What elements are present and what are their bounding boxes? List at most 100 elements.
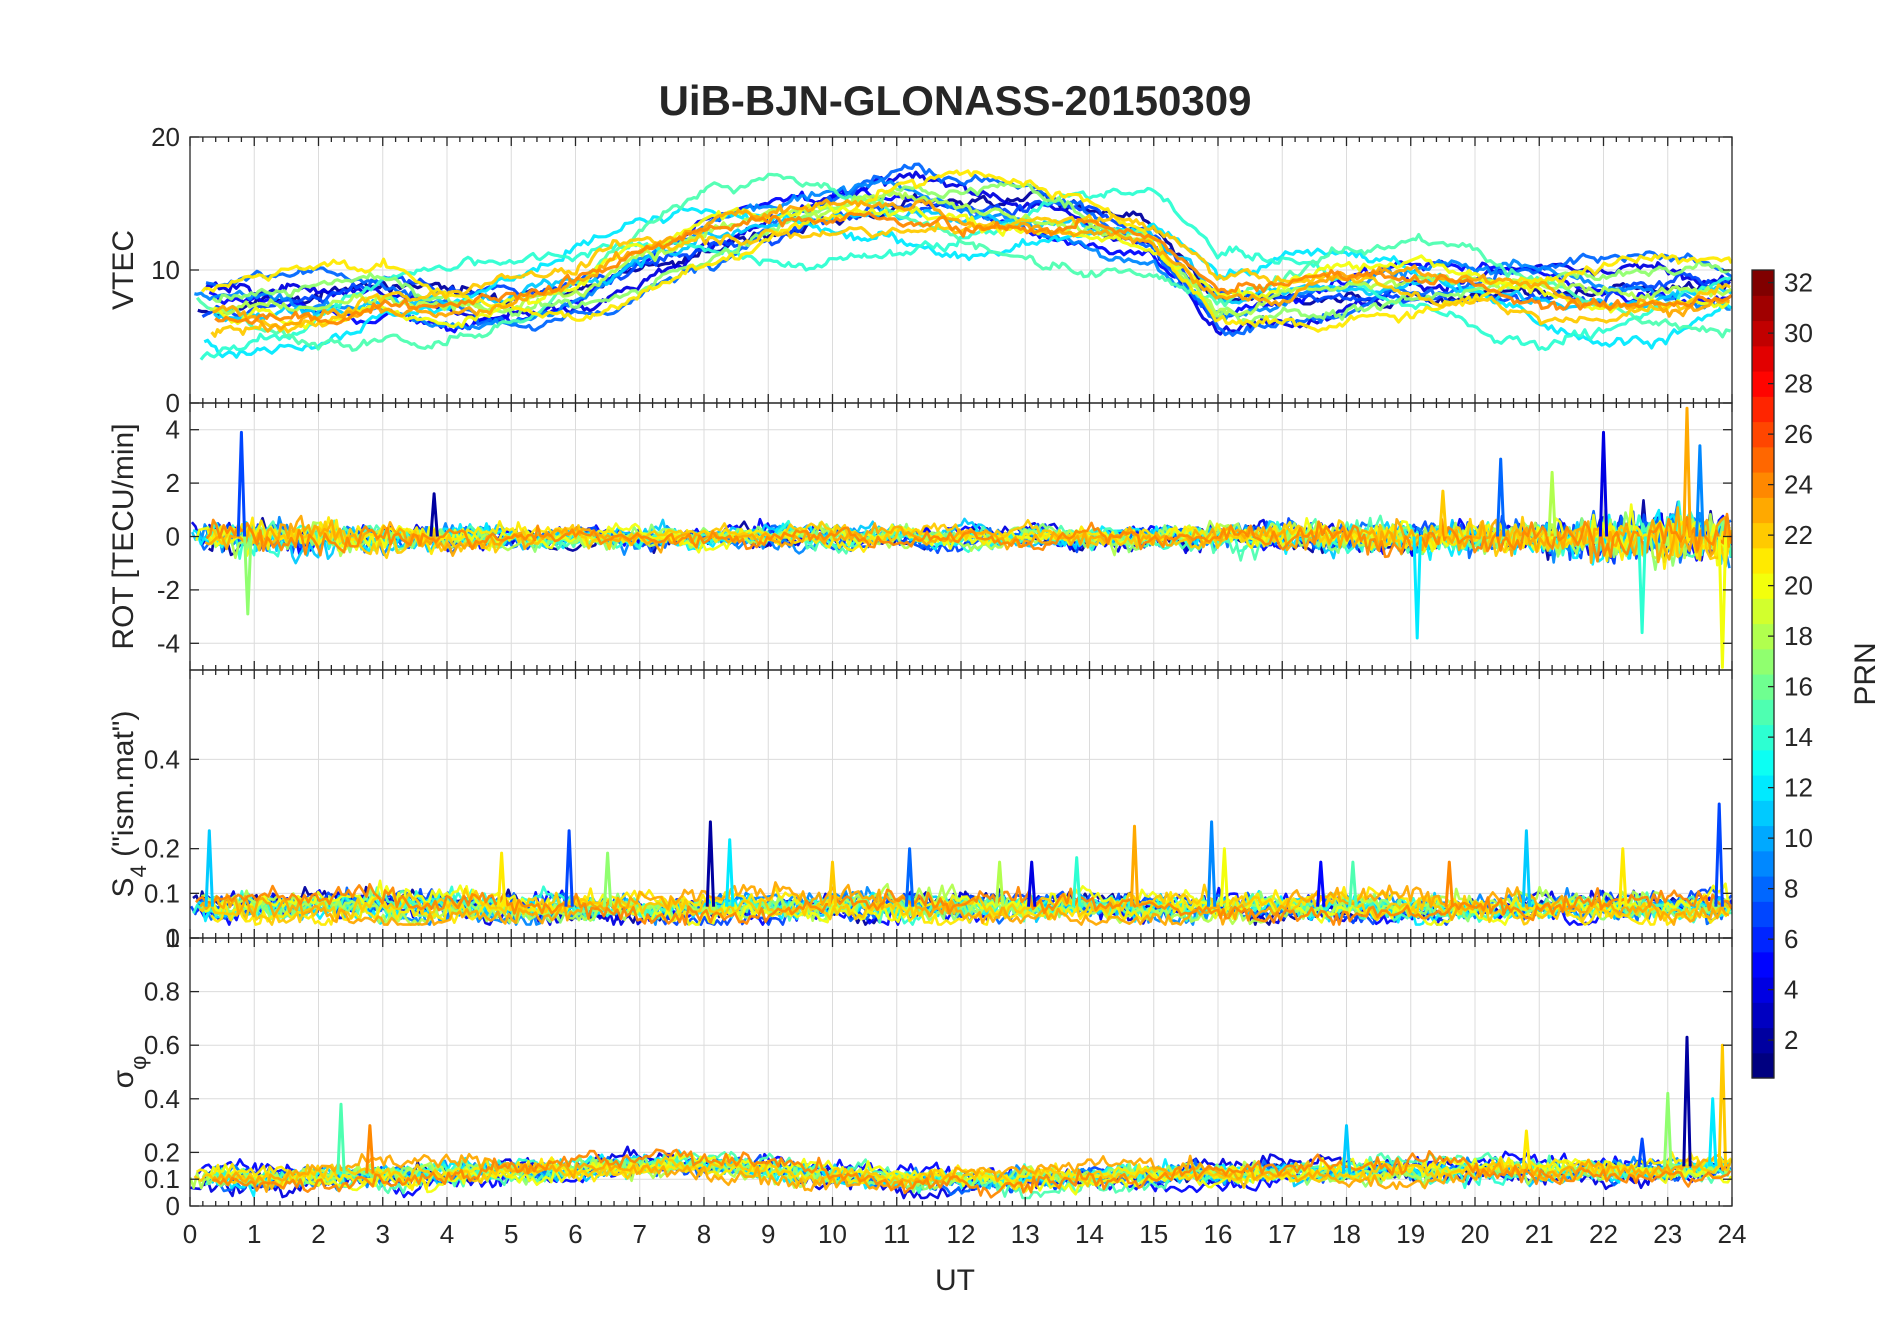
series-line-prn-22 xyxy=(210,213,1732,338)
spike-mark xyxy=(1071,856,1082,907)
colorbar-swatch xyxy=(1752,648,1774,675)
y-tick-label: 0 xyxy=(166,923,180,953)
spike-mark xyxy=(602,851,613,907)
x-axis-label: UT xyxy=(935,1264,975,1297)
colorbar-label: PRN xyxy=(1849,642,1882,705)
spike-mark xyxy=(1598,430,1609,537)
x-tick-label: 17 xyxy=(1268,1219,1297,1249)
colorbar-swatch xyxy=(1752,724,1774,751)
x-tick-label: 23 xyxy=(1653,1219,1682,1249)
colorbar-swatch xyxy=(1752,371,1774,397)
spike-mark xyxy=(1637,1137,1647,1168)
x-tick-label: 8 xyxy=(697,1219,711,1249)
y-tick-label: 1 xyxy=(166,923,180,953)
panel-rot: -4 -2 0 2 4 ROT [TECU/min] xyxy=(107,402,1733,671)
spike-mark xyxy=(243,536,253,616)
spike-mark xyxy=(1637,536,1647,635)
chart-title: UiB-BJN-GLONASS-20150309 xyxy=(659,77,1252,124)
x-tick-label: 10 xyxy=(818,1219,847,1249)
spike-mark xyxy=(1129,824,1140,907)
spike-mark xyxy=(1444,860,1454,907)
spike-mark xyxy=(1219,847,1230,907)
colorbar-tick-label: 32 xyxy=(1784,268,1813,298)
spike-mark xyxy=(1341,1124,1352,1174)
x-tick-label: 2 xyxy=(311,1219,325,1249)
y-tick-label: 0.2 xyxy=(144,1137,180,1167)
y-tick-label: 20 xyxy=(151,122,180,152)
colorbar-swatch xyxy=(1752,850,1774,877)
spike-mark xyxy=(1521,829,1532,907)
y-tick-label: 0.2 xyxy=(144,834,180,864)
spike-mark xyxy=(994,860,1005,907)
colorbar-swatch xyxy=(1752,825,1774,852)
x-tick-labels: 0 1 2 3 4 5 6 7 8 9 10 11 12 13 14 15 16 17 18 19 20 21 22 23 24 xyxy=(183,1219,1747,1249)
series-group-vtec xyxy=(194,162,1732,361)
series-line-prn-23 xyxy=(212,1152,1731,1193)
colorbar-tick-label: 8 xyxy=(1784,874,1798,904)
x-tick-label: 7 xyxy=(633,1219,647,1249)
spike-mark xyxy=(904,847,915,907)
spike-mark xyxy=(1027,860,1037,907)
colorbar-swatch xyxy=(1752,623,1774,650)
spike-mark xyxy=(1438,489,1448,537)
x-tick-label: 24 xyxy=(1718,1219,1747,1249)
colorbar-tick-label: 12 xyxy=(1784,773,1813,803)
spike-mark xyxy=(1717,1043,1728,1166)
spike-mark xyxy=(365,1124,375,1174)
y-tick-label: 0.4 xyxy=(144,744,180,774)
series-line-prn-24 xyxy=(205,512,1732,563)
series-line-prn-15 xyxy=(213,1150,1730,1200)
x-tick-label: 18 xyxy=(1332,1219,1361,1249)
colorbar-swatch xyxy=(1752,522,1774,549)
y-label-main: σ xyxy=(107,1069,140,1088)
colorbar-swatch xyxy=(1752,977,1774,1003)
colorbar-swatch xyxy=(1752,295,1774,322)
series-line-prn-18 xyxy=(209,189,1732,317)
colorbar-swatch xyxy=(1752,699,1774,726)
spike-mark xyxy=(1521,1129,1532,1169)
x-tick-label: 14 xyxy=(1075,1219,1104,1249)
series-line-prn-20 xyxy=(213,202,1730,330)
y-label-sub: φ xyxy=(126,1056,151,1070)
y-tick-label: 0 xyxy=(166,522,180,552)
colorbar-swatch xyxy=(1752,749,1774,776)
x-tick-label: 6 xyxy=(568,1219,582,1249)
colorbar-swatch xyxy=(1752,446,1774,473)
spike-mark xyxy=(725,838,735,907)
spike-mark xyxy=(204,829,214,907)
y-label-main: S xyxy=(107,877,140,897)
spike-mark xyxy=(1717,536,1728,669)
x-tick-label: 4 xyxy=(440,1219,454,1249)
y-tick-label: 0 xyxy=(166,1191,180,1221)
spike-mark xyxy=(1618,847,1628,907)
colorbar-tick-label: 4 xyxy=(1784,975,1798,1005)
colorbar-tick-label: 18 xyxy=(1784,621,1813,651)
y-tick-label: -4 xyxy=(157,628,180,658)
spike-mark xyxy=(336,1102,346,1175)
series-group-rot xyxy=(190,406,1732,669)
colorbar-swatch xyxy=(1752,1052,1774,1079)
y-tick-label: 0 xyxy=(166,388,180,418)
colorbar-swatch xyxy=(1752,598,1774,625)
y-label-rest: ("ism.mat") xyxy=(107,711,140,866)
colorbar-swatch xyxy=(1752,800,1774,827)
x-tick-label: 21 xyxy=(1525,1219,1554,1249)
y-tick-label: 0.1 xyxy=(144,1164,180,1194)
colorbar-swatch xyxy=(1752,396,1774,423)
y-tick-label: 0.8 xyxy=(144,977,180,1007)
x-tick-label: 20 xyxy=(1461,1219,1490,1249)
colorbar-swatch xyxy=(1752,876,1774,902)
colorbar-swatch xyxy=(1752,472,1774,498)
spike-mark xyxy=(1348,860,1358,907)
spike-mark xyxy=(1206,820,1217,907)
series-line-prn-24 xyxy=(214,211,1732,326)
colorbar-tick-label: 30 xyxy=(1784,318,1813,348)
colorbar-tick-label: 20 xyxy=(1784,571,1813,601)
colorbar-swatch xyxy=(1752,270,1774,296)
x-tick-label: 11 xyxy=(883,1219,910,1249)
x-tick-label: 0 xyxy=(183,1219,197,1249)
spike-mark xyxy=(1496,457,1506,537)
